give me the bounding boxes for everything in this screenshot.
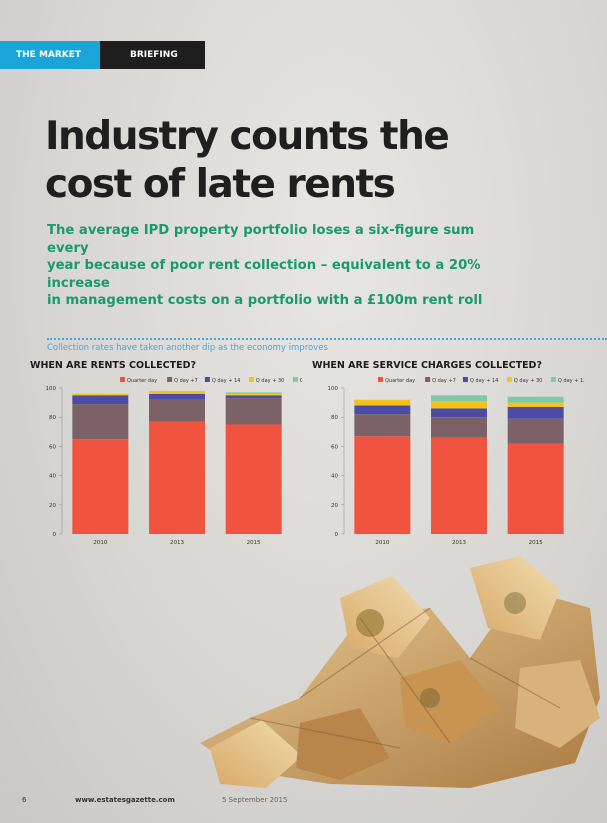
bar-segment: [507, 402, 564, 407]
service-charges-chart-plot: Quarter day Q day +7 Q day + 14 Q day + 30 Q…: [328, 377, 584, 546]
rents-chart-plot: Quarter day Q day +7 Q day + 14 Q day + 30 Q…: [46, 377, 302, 546]
headline-line-1: Industry counts the: [45, 114, 450, 159]
legend-label: Quarter day: [127, 378, 157, 384]
bar-segment: [507, 418, 564, 444]
standfirst: The average IPD property portfolio loses…: [47, 222, 497, 310]
dotted-divider: [47, 338, 607, 340]
legend-swatch: [204, 377, 210, 382]
legend-label: Q day + 30: [514, 378, 542, 384]
legend-label: Q day +7: [432, 378, 456, 384]
legend-swatch: [248, 377, 254, 382]
banknotes-illustration: [200, 556, 600, 788]
y-tick-label: 60: [49, 444, 56, 450]
bar-segment: [507, 443, 564, 534]
legend-swatch: [550, 377, 556, 382]
bar-segment: [431, 417, 487, 438]
y-tick-label: 0: [335, 532, 339, 538]
standfirst-line-3: in management costs on a portfolio with …: [47, 293, 483, 308]
bar-segment: [225, 398, 282, 425]
bar-segment: [431, 408, 487, 418]
bar-segment: [72, 404, 129, 440]
legend-label: Q day + 14: [470, 378, 498, 384]
bar-segment: [149, 421, 205, 534]
bar-segment: [354, 436, 411, 534]
chart-caption: Collection rates have taken another dip …: [47, 343, 328, 353]
standfirst-line-2: year because of poor rent collection – e…: [47, 258, 481, 291]
chart-title: WHEN ARE RENTS COLLECTED?: [30, 360, 197, 371]
legend-label: Q day + 30: [256, 378, 284, 384]
legend-swatch: [292, 377, 298, 382]
bar-segment: [507, 396, 564, 403]
legend-label: Q day + 14: [212, 378, 240, 384]
bar-segment: [72, 439, 129, 534]
chart-title: WHEN ARE SERVICE CHARGES COLLECTED?: [312, 360, 542, 371]
page-number: 6: [22, 796, 27, 804]
bar-segment: [149, 390, 205, 394]
bar-segment: [225, 393, 282, 396]
y-tick-label: 40: [49, 474, 56, 480]
subsection-label: BRIEFING: [100, 41, 205, 69]
legend-swatch: [378, 377, 383, 382]
legend-label: Q day +7: [174, 378, 198, 384]
bar-segment: [431, 401, 487, 409]
y-tick-label: 100: [328, 386, 339, 392]
y-tick-label: 80: [331, 415, 338, 421]
legend-swatch: [167, 377, 173, 382]
x-tick-label: 2015: [247, 540, 261, 546]
bar-segment: [354, 405, 411, 415]
section-label: THE MARKET: [0, 41, 100, 69]
x-tick-label: 2013: [170, 540, 184, 546]
bar-segment: [225, 424, 282, 534]
bar-segment: [431, 395, 487, 402]
legend-swatch: [425, 377, 431, 382]
y-tick-label: 80: [49, 415, 56, 421]
bar-segment: [72, 393, 129, 396]
y-tick-label: 60: [331, 444, 338, 450]
headline-line-2: cost of late rents: [45, 162, 396, 207]
bar-segment: [354, 399, 411, 406]
bar-segment: [354, 414, 411, 437]
website-link[interactable]: www.estatesgazette.com: [75, 796, 175, 804]
y-tick-label: 100: [46, 386, 57, 392]
bar-segment: [225, 392, 282, 394]
legend-label: Q day + 120: [300, 378, 302, 384]
legend-swatch: [506, 377, 512, 382]
headline: Industry counts the cost of late rents: [45, 113, 450, 209]
x-tick-label: 2015: [529, 540, 543, 546]
bar-segment: [225, 395, 282, 399]
y-tick-label: 20: [49, 503, 56, 509]
bar-segment: [431, 437, 487, 534]
bar-segment: [507, 406, 564, 419]
legend-swatch: [462, 377, 468, 382]
y-tick-label: 20: [331, 503, 338, 509]
standfirst-line-1: The average IPD property portfolio loses…: [47, 223, 475, 256]
legend-swatch: [120, 377, 125, 382]
x-tick-label: 2010: [93, 540, 107, 546]
x-tick-label: 2010: [375, 540, 389, 546]
bar-segment: [72, 395, 129, 405]
y-tick-label: 40: [331, 474, 338, 480]
issue-date: 5 September 2015: [222, 796, 288, 804]
legend-label: Quarter day: [385, 378, 415, 384]
bar-segment: [149, 399, 205, 422]
y-tick-label: 0: [53, 532, 57, 538]
section-header: THE MARKET BRIEFING: [0, 41, 205, 69]
x-tick-label: 2013: [452, 540, 466, 546]
bar-segment: [149, 393, 205, 400]
legend-label: Q day + 120: [558, 378, 584, 384]
